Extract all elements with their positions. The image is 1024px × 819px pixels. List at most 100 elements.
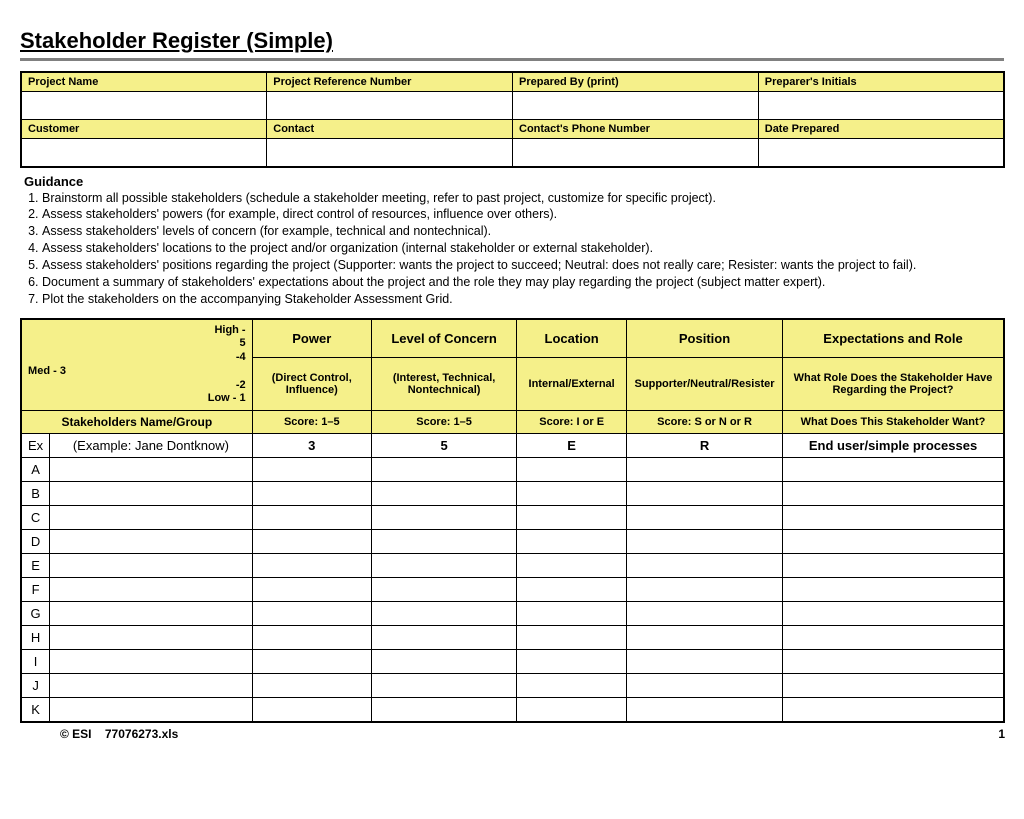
name-cell[interactable] — [50, 602, 252, 626]
expect-cell[interactable] — [783, 482, 1004, 506]
location-cell[interactable] — [517, 626, 627, 650]
info-value-project-name[interactable] — [21, 92, 267, 120]
info-label-project-ref: Project Reference Number — [267, 72, 513, 92]
position-cell[interactable] — [627, 482, 783, 506]
page-title: Stakeholder Register (Simple) — [20, 28, 1004, 54]
footer-page: 1 — [998, 727, 1005, 741]
position-cell[interactable] — [627, 674, 783, 698]
location-cell[interactable] — [517, 698, 627, 722]
concern-cell[interactable] — [371, 698, 516, 722]
location-cell[interactable] — [517, 458, 627, 482]
table-row: E — [21, 554, 1004, 578]
expect-cell[interactable] — [783, 578, 1004, 602]
name-cell[interactable] — [50, 698, 252, 722]
name-cell[interactable] — [50, 530, 252, 554]
concern-cell[interactable] — [371, 506, 516, 530]
expect-cell[interactable] — [783, 698, 1004, 722]
power-cell[interactable] — [252, 482, 371, 506]
col-location-title: Location — [517, 319, 627, 358]
location-cell[interactable] — [517, 674, 627, 698]
position-cell[interactable] — [627, 458, 783, 482]
concern-cell[interactable]: 5 — [371, 434, 516, 458]
power-cell[interactable] — [252, 554, 371, 578]
col-expect-title: Expectations and Role — [783, 319, 1004, 358]
col-concern-sub: (Interest, Technical, Nontechnical) — [371, 358, 516, 411]
concern-cell[interactable] — [371, 626, 516, 650]
position-cell[interactable]: R — [627, 434, 783, 458]
location-cell[interactable]: E — [517, 434, 627, 458]
concern-cell[interactable] — [371, 674, 516, 698]
power-cell[interactable] — [252, 602, 371, 626]
power-cell[interactable] — [252, 650, 371, 674]
expect-cell[interactable] — [783, 650, 1004, 674]
position-cell[interactable] — [627, 626, 783, 650]
name-cell[interactable] — [50, 554, 252, 578]
position-cell[interactable] — [627, 578, 783, 602]
name-cell[interactable] — [50, 674, 252, 698]
power-cell[interactable] — [252, 698, 371, 722]
position-cell[interactable] — [627, 554, 783, 578]
stakeholder-table: High - 5 -4 Med - 3 -2 Low - 1 Power Lev… — [20, 318, 1005, 723]
name-cell[interactable] — [50, 506, 252, 530]
name-cell[interactable] — [50, 626, 252, 650]
table-row: J — [21, 674, 1004, 698]
power-cell[interactable] — [252, 578, 371, 602]
expect-cell[interactable]: End user/simple processes — [783, 434, 1004, 458]
power-cell[interactable] — [252, 626, 371, 650]
concern-cell[interactable] — [371, 530, 516, 554]
col-power-score: Score: 1–5 — [252, 411, 371, 434]
concern-cell[interactable] — [371, 602, 516, 626]
name-cell[interactable] — [50, 650, 252, 674]
power-cell[interactable] — [252, 506, 371, 530]
location-cell[interactable] — [517, 554, 627, 578]
expect-cell[interactable] — [783, 506, 1004, 530]
location-cell[interactable] — [517, 530, 627, 554]
info-value-contact[interactable] — [267, 139, 513, 167]
concern-cell[interactable] — [371, 578, 516, 602]
name-cell[interactable] — [50, 578, 252, 602]
power-cell[interactable]: 3 — [252, 434, 371, 458]
info-value-initials[interactable] — [758, 92, 1004, 120]
power-cell[interactable] — [252, 530, 371, 554]
info-value-prepared-by[interactable] — [513, 92, 759, 120]
table-row: C — [21, 506, 1004, 530]
location-cell[interactable] — [517, 482, 627, 506]
location-cell[interactable] — [517, 650, 627, 674]
info-value-contact-phone[interactable] — [513, 139, 759, 167]
expect-cell[interactable] — [783, 530, 1004, 554]
row-label: H — [21, 626, 50, 650]
location-cell[interactable] — [517, 578, 627, 602]
info-label-project-name: Project Name — [21, 72, 267, 92]
guidance-list: Brainstorm all possible stakeholders (sc… — [24, 190, 1004, 308]
stakeholder-heading: Stakeholders Name/Group — [21, 411, 252, 434]
name-cell[interactable] — [50, 482, 252, 506]
expect-cell[interactable] — [783, 674, 1004, 698]
info-value-project-ref[interactable] — [267, 92, 513, 120]
info-value-date-prepared[interactable] — [758, 139, 1004, 167]
expect-cell[interactable] — [783, 554, 1004, 578]
concern-cell[interactable] — [371, 554, 516, 578]
guidance-item: Brainstorm all possible stakeholders (sc… — [42, 190, 1004, 207]
concern-cell[interactable] — [371, 482, 516, 506]
name-cell[interactable] — [50, 458, 252, 482]
concern-cell[interactable] — [371, 650, 516, 674]
expect-cell[interactable] — [783, 626, 1004, 650]
power-cell[interactable] — [252, 458, 371, 482]
table-row: F — [21, 578, 1004, 602]
concern-cell[interactable] — [371, 458, 516, 482]
position-cell[interactable] — [627, 602, 783, 626]
table-row: D — [21, 530, 1004, 554]
location-cell[interactable] — [517, 602, 627, 626]
row-label: A — [21, 458, 50, 482]
position-cell[interactable] — [627, 650, 783, 674]
position-cell[interactable] — [627, 698, 783, 722]
expect-cell[interactable] — [783, 458, 1004, 482]
location-cell[interactable] — [517, 506, 627, 530]
power-cell[interactable] — [252, 674, 371, 698]
col-expect-score: What Does This Stakeholder Want? — [783, 411, 1004, 434]
position-cell[interactable] — [627, 506, 783, 530]
expect-cell[interactable] — [783, 602, 1004, 626]
name-cell[interactable]: (Example: Jane Dontknow) — [50, 434, 252, 458]
info-value-customer[interactable] — [21, 139, 267, 167]
position-cell[interactable] — [627, 530, 783, 554]
